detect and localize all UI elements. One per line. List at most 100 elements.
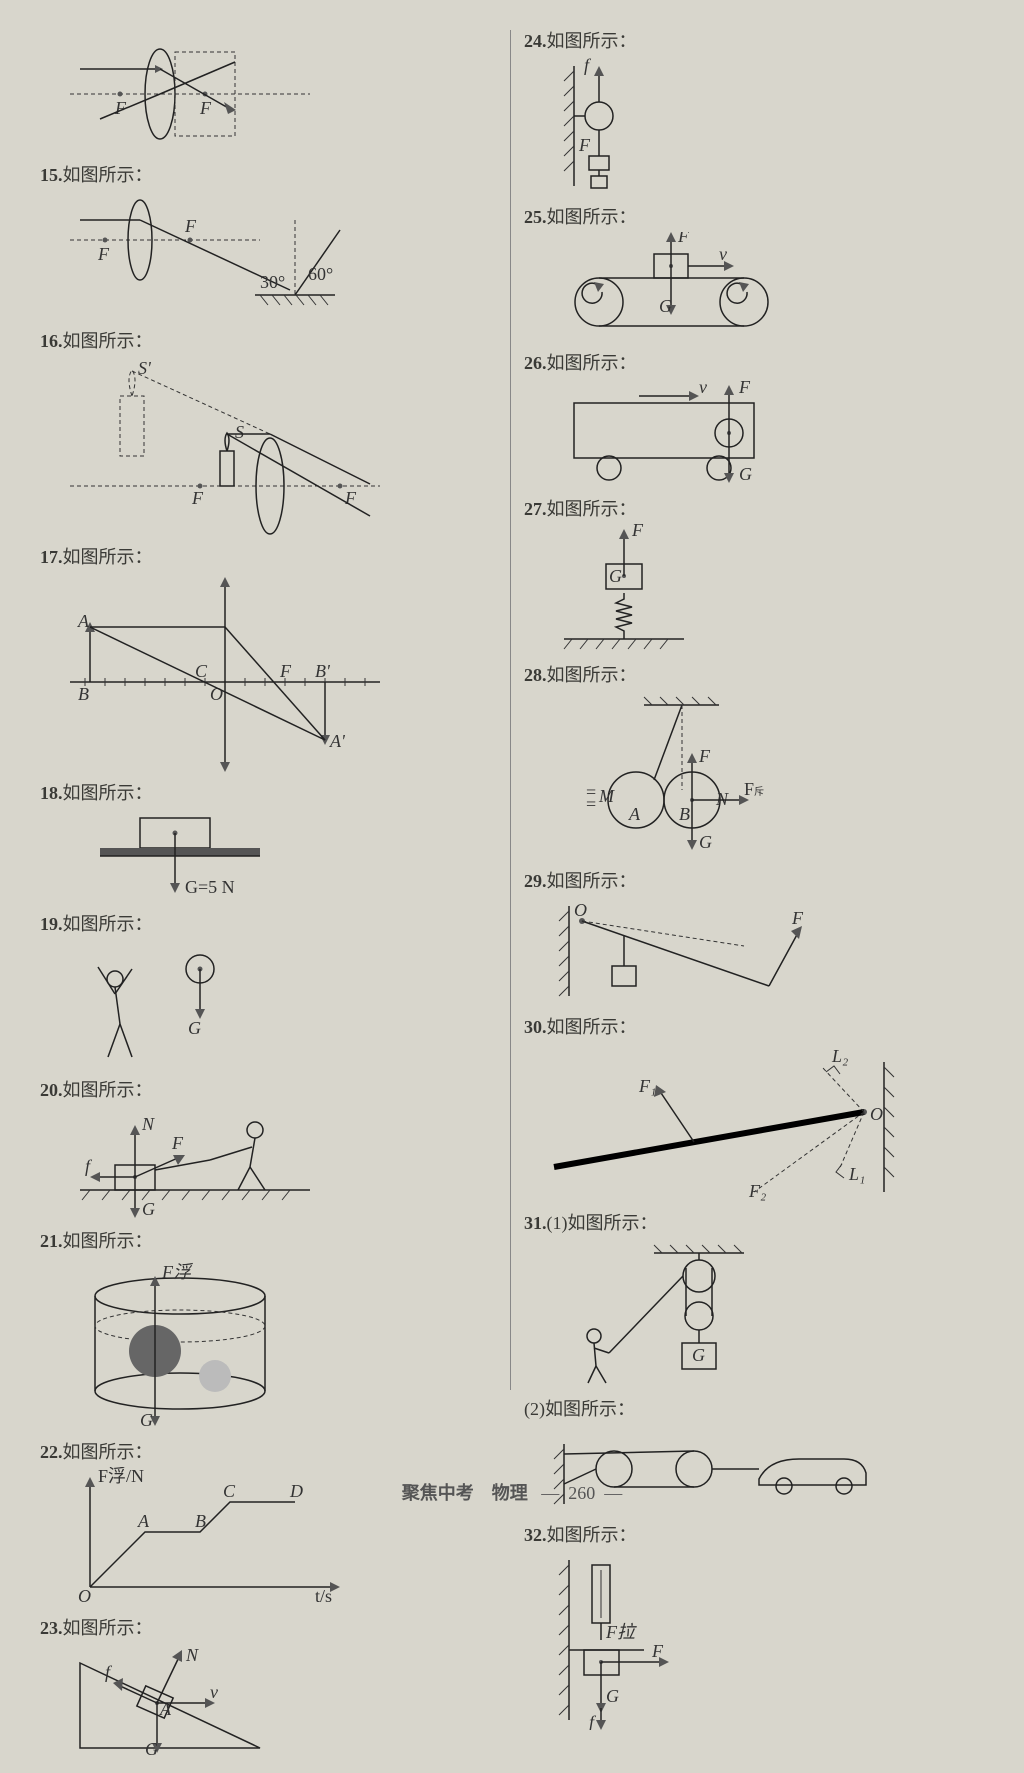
item-23: 23.如图所示： A G N f v [40,1617,500,1763]
item-21: 21.如图所示： F浮 G [40,1230,500,1431]
svg-text:F: F [698,746,711,766]
svg-text:v: v [210,1682,218,1702]
svg-text:B: B [78,684,89,704]
svg-text:F浮: F浮 [161,1262,194,1282]
svg-text:f: f [85,1156,93,1176]
item-number: 27. [524,499,547,519]
item-number: 21. [40,1231,63,1251]
lever-wall-icon: O F [544,896,824,1006]
item-label: 如图所示： [547,499,637,519]
svg-text:G: G [692,1345,705,1365]
svg-text:f: f [584,56,592,75]
pulley-system-icon: G [544,1238,774,1388]
item-16: 16.如图所示： F F S S' [40,330,500,536]
item-27: 27.如图所示： G F [524,498,984,654]
item-number: 30. [524,1017,547,1037]
item-top-lens: F F [40,34,500,154]
page-footer: 聚焦中考 物理 — 260 — [0,1479,1024,1505]
item-32: 32.如图所示： F拉 F G f [524,1524,984,1730]
footer-dash: — [604,1483,622,1503]
item-label: 如图所示： [63,1080,153,1100]
svg-text:G: G [659,296,672,316]
buoyancy-container-icon: F浮 G [60,1256,300,1431]
item-number: 25. [524,207,547,227]
wall-pulley-icon: f F [544,56,694,196]
svg-text:B: B [679,804,690,824]
svg-text:O: O [78,1586,91,1606]
svg-text:O: O [574,900,587,920]
svg-text:F: F [184,216,197,236]
item-label: 如图所示： [547,31,637,51]
svg-text:G: G [606,1686,619,1706]
item-20: 20.如图所示： N G f F [40,1079,500,1220]
item-25: 25.如图所示： F G v [524,206,984,342]
svg-text:A: A [137,1511,150,1531]
svg-text:F: F [578,135,591,155]
column-divider [510,30,511,1390]
item-17: 17.如图所示： AB [40,546,500,772]
svg-text:A: A [159,1699,172,1719]
svg-text:30°: 30° [260,272,285,292]
item-number: 19. [40,914,63,934]
item-number: 20. [40,1080,63,1100]
item-label: 如图所示： [547,665,637,685]
svg-text:O: O [870,1104,883,1124]
svg-text:F: F [279,661,292,681]
svg-text:60°: 60° [308,264,333,284]
svg-text:F: F [631,524,644,540]
item-number: 23. [40,1618,63,1638]
item-label: 如图所示： [63,914,153,934]
two-balls-hanging-icon: A B MN == F G F斥 [544,690,804,860]
item-label: 如图所示： [63,165,153,185]
item-26: 26.如图所示： F G v [524,352,984,488]
footer-page: 260 [568,1483,595,1503]
item-30: 30.如图所示： O F₁ F₂ L₂ L₁ [524,1016,984,1202]
svg-text:f: f [105,1662,113,1682]
svg-text:G: G [140,1410,153,1430]
item-31: 31.(1)如图所示： G (2)如图所示： [524,1212,984,1514]
svg-text:v: v [719,244,727,264]
item-label: (1)如图所示： [547,1213,658,1233]
svg-text:G=5 N: G=5 N [185,877,235,897]
item-label: 如图所示： [547,1525,637,1545]
svg-text:G: G [142,1199,155,1219]
item-number: 24. [524,31,547,51]
item-label: 如图所示： [63,547,153,567]
svg-text:F: F [171,1133,184,1153]
svg-text:N: N [141,1114,155,1134]
item-29: 29.如图所示： O F [524,870,984,1006]
pull-box-force-icon: N G f F [60,1105,320,1220]
lens-mirror-diagram-icon: F F 30° 60° [60,190,380,320]
svg-text:t/s: t/s [315,1586,332,1606]
svg-text:v: v [699,378,707,397]
candle-lens-image-icon: F F S S' [60,356,390,536]
item-number: 17. [40,547,63,567]
svg-text:F: F [651,1641,664,1661]
svg-text:B': B' [315,661,331,681]
item-number: 32. [524,1525,547,1545]
svg-text:F拉: F拉 [605,1622,637,1642]
cart-ball-icon: F G v [544,378,794,488]
item-label: 如图所示： [63,783,153,803]
svg-text:L₁: L₁ [848,1164,865,1184]
conveyor-belt-icon: F G v [544,232,804,342]
svg-text:F: F [738,378,751,397]
svg-text:f: f [589,1712,597,1730]
item-label: 如图所示： [547,353,637,373]
svg-text:N: N [185,1645,199,1665]
svg-text:G: G [699,832,712,852]
item-number: 16. [40,331,63,351]
item-label-sub2: (2)如图所示： [524,1398,984,1420]
item-label: 如图所示： [63,1231,153,1251]
item-number: 31. [524,1213,547,1233]
svg-text:G: G [188,1018,201,1038]
item-number: 26. [524,353,547,373]
svg-text:F: F [97,244,110,264]
svg-text:N: N [715,789,729,809]
svg-text:M: M [598,786,615,806]
svg-text:G: G [145,1739,158,1759]
svg-text:=: = [586,794,596,814]
block-weight-diagram-icon: G=5 N [60,808,290,903]
item-label: 如图所示： [547,1017,637,1037]
item-label: 如图所示： [63,331,153,351]
